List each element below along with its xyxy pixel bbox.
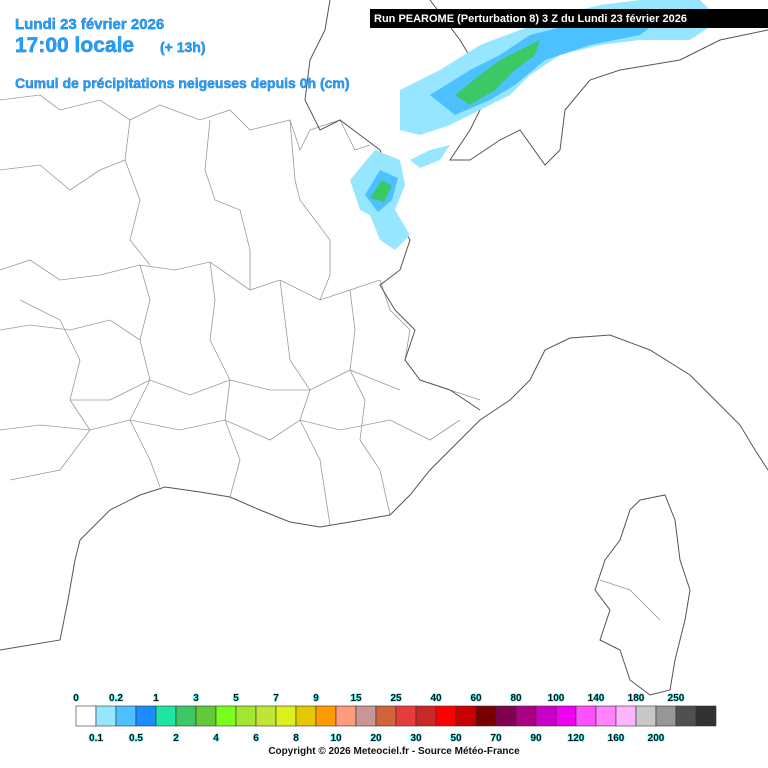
legend-label: 0.1 [89,733,103,744]
legend-label: 30 [410,733,422,744]
legend-label: 40 [430,693,442,704]
legend-swatch [595,705,617,727]
date: Lundi 23 février 2026 [15,16,164,33]
legend-label: 10 [330,733,342,744]
legend-label: 20 [370,733,382,744]
legend-label: 0.2 [109,693,123,704]
legend-swatch [375,705,397,727]
run-title: Run PEAROME (Perturbation 8) 3 Z du Lund… [374,13,687,25]
legend-swatch [475,705,497,727]
subtitle: Cumul de précipitations neigeuses depuis… [15,75,350,91]
legend-label: 120 [568,733,585,744]
legend-swatch [315,705,337,727]
legend-label: 160 [608,733,625,744]
legend-label: 15 [350,693,362,704]
time: 17:00 locale [15,34,134,57]
legend-swatch [435,705,457,727]
legend-label: 8 [293,733,299,744]
legend-swatch [415,705,437,727]
legend-label: 0 [73,693,79,704]
coastline [0,0,768,696]
copyright: Copyright © 2026 Meteociel.fr - Source M… [268,746,520,757]
legend-swatch [575,705,597,727]
legend-label: 6 [253,733,259,744]
legend-swatch [135,705,157,727]
legend-label: 70 [490,733,502,744]
snow-areas [350,0,720,250]
legend-swatch [235,705,257,727]
lead-time: (+ 13h) [160,39,206,55]
legend-label: 50 [450,733,462,744]
legend-swatch [75,705,97,727]
legend-label: 140 [588,693,605,704]
legend-swatch [95,705,117,727]
legend-label: 2 [173,733,179,744]
legend-swatch [455,705,477,727]
legend-label: 90 [530,733,542,744]
legend-swatch [215,705,237,727]
run-banner [370,9,768,28]
legend-swatch [355,705,377,727]
legend-swatch [615,705,637,727]
legend-swatch [495,705,517,727]
legend-swatch [395,705,417,727]
legend-swatch [195,705,217,727]
legend-swatch [155,705,177,727]
legend-label: 1 [153,693,159,704]
legend-label: 60 [470,693,482,704]
legend-label: 80 [510,693,522,704]
legend-swatch [335,705,357,727]
legend-swatch [535,705,557,727]
legend-label: 0.5 [129,733,143,744]
legend-swatch [175,705,197,727]
legend-swatch [115,705,137,727]
legend-swatch [275,705,297,727]
legend-swatch [255,705,277,727]
legend-swatch [675,705,697,727]
legend-swatch [655,705,677,727]
legend-swatch [555,705,577,727]
legend-label: 9 [313,693,319,704]
legend-label: 250 [668,693,685,704]
legend-swatch [295,705,317,727]
legend-swatch [515,705,537,727]
legend-label: 3 [193,693,199,704]
legend: 0 0.1 0.2 0.5 1 2 3 4 5 6 7 8 9 10 15 20 25 30 40 50 60 70 80 9… [72,692,717,745]
legend-label: 200 [648,733,665,744]
legend-label: 100 [548,693,565,704]
legend-label: 7 [273,693,279,704]
legend-label: 5 [233,693,239,704]
legend-label: 4 [213,733,219,744]
borders [0,94,661,621]
legend-swatch [695,705,717,727]
legend-swatch [635,705,657,727]
legend-label: 25 [390,693,402,704]
legend-label: 180 [628,693,645,704]
